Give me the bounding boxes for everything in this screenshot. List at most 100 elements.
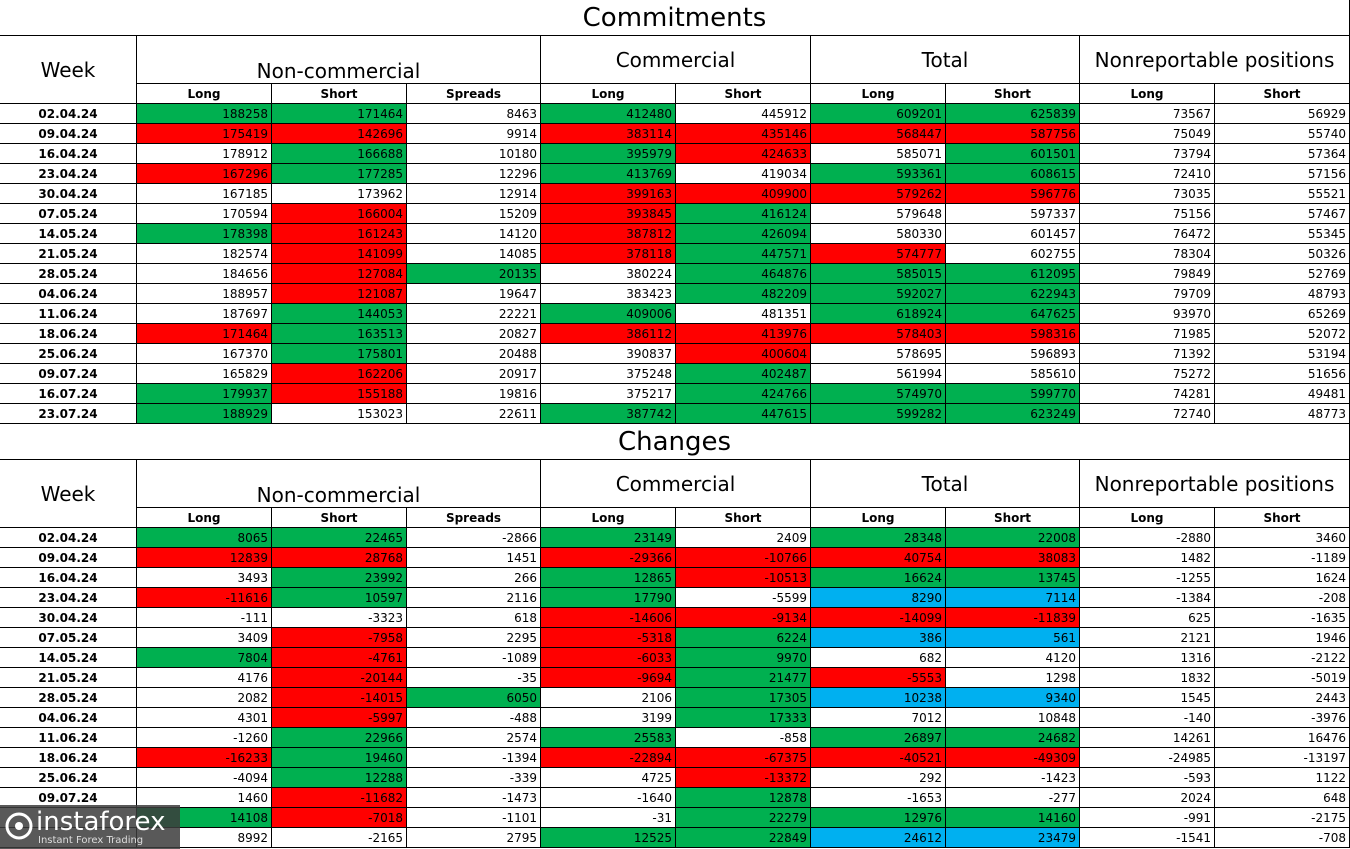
value-cell: 19647 <box>407 284 541 304</box>
value-cell: 171464 <box>137 324 272 344</box>
value-cell: 144053 <box>272 304 407 324</box>
value-cell: -16233 <box>137 748 272 768</box>
value-cell: 1451 <box>407 548 541 568</box>
value-cell: 12525 <box>541 828 676 848</box>
value-cell: 8290 <box>811 588 946 608</box>
value-cell: 435146 <box>676 124 811 144</box>
value-cell: 2082 <box>137 688 272 708</box>
value-cell: 596776 <box>946 184 1080 204</box>
value-cell: 73794 <box>1080 144 1215 164</box>
value-cell: 601501 <box>946 144 1080 164</box>
value-cell: 1545 <box>1080 688 1215 708</box>
sub-header: Short <box>272 508 407 528</box>
value-cell: 413976 <box>676 324 811 344</box>
value-cell: 14160 <box>946 808 1080 828</box>
sub-header: Long <box>541 84 676 104</box>
value-cell: 161243 <box>272 224 407 244</box>
value-cell: 2106 <box>541 688 676 708</box>
week-cell: 04.06.24 <box>0 284 137 304</box>
value-cell: 3199 <box>541 708 676 728</box>
value-cell: 1624 <box>1215 568 1350 588</box>
value-cell: 426094 <box>676 224 811 244</box>
value-cell: 72410 <box>1080 164 1215 184</box>
value-cell: 170594 <box>137 204 272 224</box>
value-cell: 184656 <box>137 264 272 284</box>
value-cell: 20827 <box>407 324 541 344</box>
value-cell: -9694 <box>541 668 676 688</box>
value-cell: 593361 <box>811 164 946 184</box>
value-cell: 390837 <box>541 344 676 364</box>
value-cell: 10238 <box>811 688 946 708</box>
value-cell: 171464 <box>272 104 407 124</box>
value-cell: 2024 <box>1080 788 1215 808</box>
value-cell: -339 <box>407 768 541 788</box>
value-cell: -1189 <box>1215 548 1350 568</box>
value-cell: -991 <box>1080 808 1215 828</box>
value-cell: 167296 <box>137 164 272 184</box>
value-cell: 167370 <box>137 344 272 364</box>
value-cell: 19816 <box>407 384 541 404</box>
value-cell: -22894 <box>541 748 676 768</box>
week-cell: 14.05.24 <box>0 224 137 244</box>
value-cell: 74281 <box>1080 384 1215 404</box>
value-cell: 8992 <box>137 828 272 848</box>
week-cell: 25.06.24 <box>0 344 137 364</box>
value-cell: 52072 <box>1215 324 1350 344</box>
value-cell: 612095 <box>946 264 1080 284</box>
sub-header: Short <box>676 508 811 528</box>
value-cell: 599282 <box>811 404 946 424</box>
value-cell: 585071 <box>811 144 946 164</box>
value-cell: 2795 <box>407 828 541 848</box>
week-cell: 11.06.24 <box>0 304 137 324</box>
value-cell: 599770 <box>946 384 1080 404</box>
value-cell: 53194 <box>1215 344 1350 364</box>
value-cell: 4301 <box>137 708 272 728</box>
value-cell: 1946 <box>1215 628 1350 648</box>
value-cell: 14261 <box>1080 728 1215 748</box>
value-cell: -1423 <box>946 768 1080 788</box>
value-cell: -2880 <box>1080 528 1215 548</box>
sub-header: Short <box>946 84 1080 104</box>
value-cell: 17333 <box>676 708 811 728</box>
value-cell: 4120 <box>946 648 1080 668</box>
value-cell: 609201 <box>811 104 946 124</box>
value-cell: 155188 <box>272 384 407 404</box>
value-cell: 574777 <box>811 244 946 264</box>
value-cell: 71392 <box>1080 344 1215 364</box>
value-cell: 585610 <box>946 364 1080 384</box>
value-cell: 57467 <box>1215 204 1350 224</box>
value-cell: 23149 <box>541 528 676 548</box>
value-cell: -2175 <box>1215 808 1350 828</box>
value-cell: 72740 <box>1080 404 1215 424</box>
week-cell: 07.05.24 <box>0 628 137 648</box>
value-cell: 28348 <box>811 528 946 548</box>
value-cell: 592027 <box>811 284 946 304</box>
value-cell: 3493 <box>137 568 272 588</box>
value-cell: 75272 <box>1080 364 1215 384</box>
value-cell: -2122 <box>1215 648 1350 668</box>
value-cell: -5019 <box>1215 668 1350 688</box>
value-cell: -29366 <box>541 548 676 568</box>
value-cell: 166004 <box>272 204 407 224</box>
value-cell: 51656 <box>1215 364 1350 384</box>
value-cell: 162206 <box>272 364 407 384</box>
week-cell: 09.04.24 <box>0 548 137 568</box>
value-cell: 178398 <box>137 224 272 244</box>
value-cell: 12976 <box>811 808 946 828</box>
value-cell: 648 <box>1215 788 1350 808</box>
value-cell: 9340 <box>946 688 1080 708</box>
value-cell: 579648 <box>811 204 946 224</box>
value-cell: 22611 <box>407 404 541 424</box>
value-cell: 2409 <box>676 528 811 548</box>
value-cell: 25583 <box>541 728 676 748</box>
section-title: Commitments <box>0 0 1350 36</box>
value-cell: 2574 <box>407 728 541 748</box>
value-cell: 188957 <box>137 284 272 304</box>
value-cell: -3976 <box>1215 708 1350 728</box>
value-cell: 24612 <box>811 828 946 848</box>
value-cell: 65269 <box>1215 304 1350 324</box>
value-cell: 8065 <box>137 528 272 548</box>
value-cell: 2443 <box>1215 688 1350 708</box>
value-cell: 1482 <box>1080 548 1215 568</box>
week-cell: 30.04.24 <box>0 184 137 204</box>
